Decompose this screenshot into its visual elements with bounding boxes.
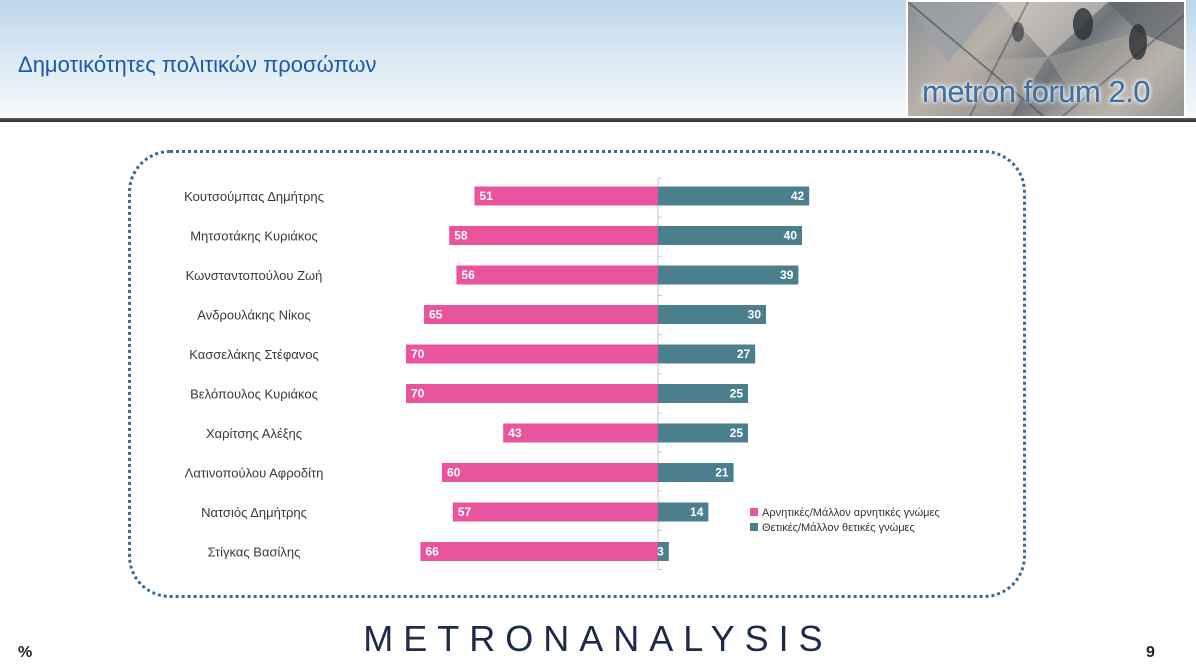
category-label: Μητσοτάκης Κυριάκος (190, 229, 318, 244)
chart-frame (128, 150, 1026, 598)
value-label-negative: 51 (479, 189, 493, 203)
legend-swatch-negative (750, 508, 758, 516)
category-label: Χαρίτσης Αλέξης (206, 426, 302, 441)
category-label: Βελόπουλος Κυριάκος (190, 387, 318, 402)
value-label-positive: 3 (657, 545, 664, 559)
bar-positive (658, 502, 709, 522)
legend-label-negative: Αρνητικές/Μάλλον αρνητικές γνώμες (762, 507, 940, 519)
metron-forum-logo: metron forum 2.0 (906, 0, 1186, 118)
header-divider (0, 118, 1196, 122)
value-label-positive: 21 (715, 466, 729, 480)
value-label-negative: 43 (508, 426, 522, 440)
value-label-negative: 56 (461, 268, 475, 282)
bar-negative (474, 186, 658, 206)
bar-negative (424, 305, 658, 324)
category-label: Ανδρουλάκης Νίκος (197, 308, 310, 323)
value-label-positive: 14 (690, 505, 704, 519)
bar-negative (420, 542, 658, 561)
category-label: Λατινοπούλου Αφροδίτη (185, 466, 324, 481)
bar-negative (452, 502, 658, 522)
value-label-positive: 42 (791, 189, 805, 203)
bar-positive (658, 265, 799, 285)
bar-positive (658, 305, 766, 324)
bar-negative (406, 384, 658, 403)
bar-negative (442, 463, 658, 482)
value-label-positive: 30 (748, 308, 762, 322)
value-label-negative: 66 (425, 545, 439, 559)
bars-layer (406, 177, 810, 570)
bar-positive (658, 344, 756, 364)
value-label-positive: 25 (730, 387, 744, 401)
chart-legend: Αρνητικές/Μάλλον αρνητικές γνώμες Θετικέ… (750, 507, 940, 534)
legend-label-positive: Θετικές/Μάλλον θετικές γνώμες (762, 522, 915, 534)
percent-sign: % (18, 644, 33, 661)
category-label: Κουτσούμπας Δημήτρης (184, 189, 324, 204)
value-label-positive: 40 (784, 229, 798, 243)
value-label-positive: 27 (737, 347, 751, 361)
bar-positive (658, 226, 802, 245)
category-label: Νατσιός Δημήτρης (201, 505, 307, 520)
value-label-positive: 39 (780, 268, 794, 282)
category-label: Στίγκας Βασίλης (208, 545, 301, 560)
bar-negative (456, 265, 658, 285)
page-number: 9 (1146, 644, 1155, 661)
value-label-negative: 70 (411, 347, 425, 361)
bar-negative (406, 344, 658, 364)
logo-text: metron forum 2.0 (922, 74, 1151, 109)
value-label-negative: 65 (429, 308, 443, 322)
value-label-negative: 60 (447, 466, 461, 480)
value-label-positive: 25 (730, 426, 744, 440)
value-label-negative: 57 (458, 505, 472, 519)
bar-positive (658, 463, 734, 482)
value-label-negative: 70 (411, 387, 425, 401)
category-label: Κασσελάκης Στέφανος (189, 347, 319, 362)
value-label-negative: 58 (454, 229, 468, 243)
bar-negative (503, 423, 658, 443)
logo-background-graphic (908, 2, 1184, 116)
category-label: Κωνσταντοπούλου Ζωή (186, 268, 323, 283)
bar-positive (658, 542, 669, 561)
page-title: Δημοτικότητες πολιτικών προσώπων (18, 52, 377, 77)
bar-negative (449, 226, 658, 245)
bar-positive (658, 186, 810, 206)
legend-swatch-positive (750, 523, 758, 531)
labels-layer: Κουτσούμπας Δημήτρης 51 42 Μητσοτάκης Κυριά… (184, 189, 804, 560)
bar-positive (658, 423, 748, 443)
bar-positive (658, 384, 748, 403)
footer-brand-logo: METRONANALYSIS (363, 618, 833, 659)
